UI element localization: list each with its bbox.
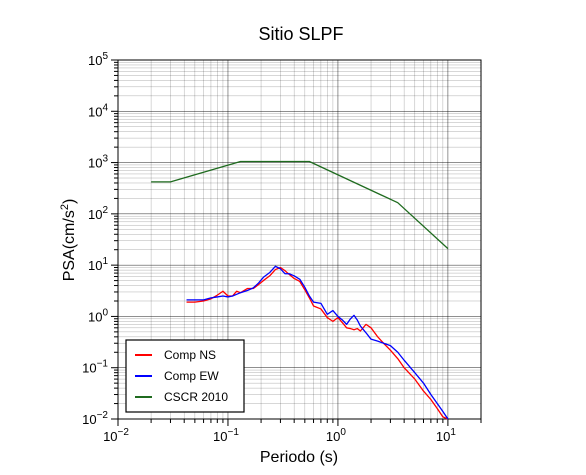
x-tick-label: 101 xyxy=(436,427,456,444)
x-tick-label: 10−2 xyxy=(103,427,129,444)
y-tick-label: 102 xyxy=(88,205,108,222)
y-tick-label: 10−2 xyxy=(82,410,108,427)
y-axis-label: PSA(cm/s2) xyxy=(59,199,78,282)
y-tick-label: 100 xyxy=(88,307,108,324)
y-tick-labels: 10−2 10−1 100 101 102 103 104 105 xyxy=(82,51,108,427)
y-tick-label: 105 xyxy=(88,51,108,68)
y-tick-label: 103 xyxy=(88,154,108,171)
x-tick-labels: 10−2 10−1 100 101 xyxy=(103,427,456,444)
grid xyxy=(117,59,482,420)
legend-label-comp-ew: Comp EW xyxy=(164,369,219,383)
y-axis-label-base: PSA(cm/s xyxy=(61,210,78,281)
y-tick-label: 104 xyxy=(88,102,108,119)
tick-marks xyxy=(111,59,482,426)
legend-label-cscr-2010: CSCR 2010 xyxy=(164,390,228,404)
x-tick-label: 100 xyxy=(326,427,346,444)
x-axis-label: Periodo (s) xyxy=(260,449,338,466)
y-tick-label: 101 xyxy=(88,256,108,273)
legend-label-comp-ns: Comp NS xyxy=(164,348,216,362)
series-line-comp-ew xyxy=(186,265,449,420)
y-tick-label: 10−1 xyxy=(82,359,108,376)
y-axis-label-tail: ) xyxy=(61,199,78,204)
chart-title: Sitio SLPF xyxy=(258,24,343,44)
legend: Comp NS Comp EW CSCR 2010 xyxy=(125,339,245,413)
y-axis-label-sup: 2 xyxy=(59,204,71,210)
series-lines xyxy=(151,160,449,420)
series-line-comp-ns xyxy=(186,266,449,420)
x-tick-label: 10−1 xyxy=(213,427,239,444)
series-line-cscr-2010 xyxy=(151,160,449,250)
plot-frame xyxy=(117,59,482,420)
